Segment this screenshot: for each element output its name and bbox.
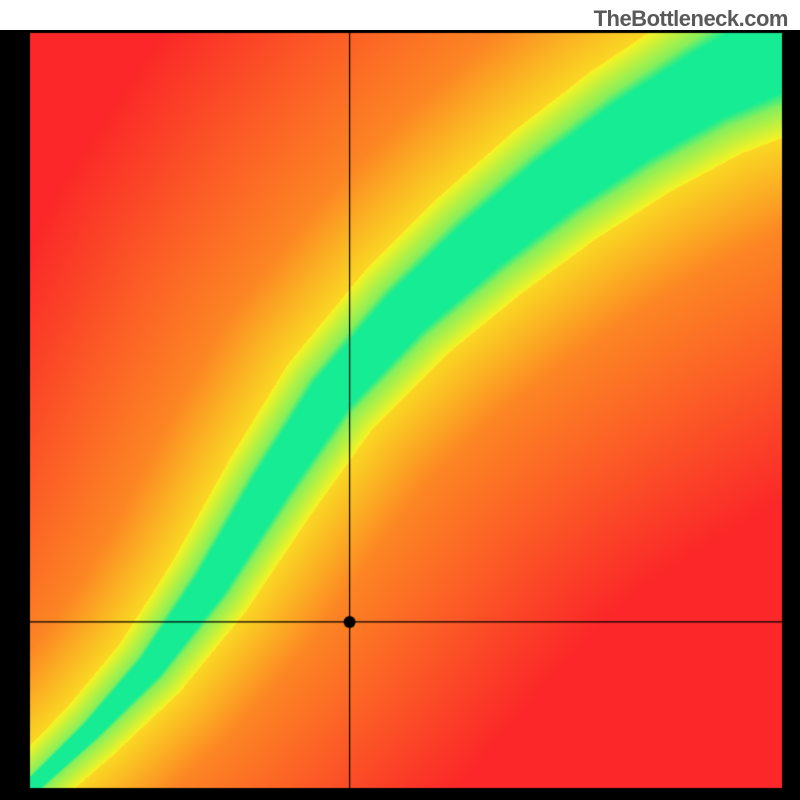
heatmap-canvas [0, 30, 800, 800]
watermark-text: TheBottleneck.com [594, 6, 788, 32]
heatmap-chart [0, 30, 800, 800]
